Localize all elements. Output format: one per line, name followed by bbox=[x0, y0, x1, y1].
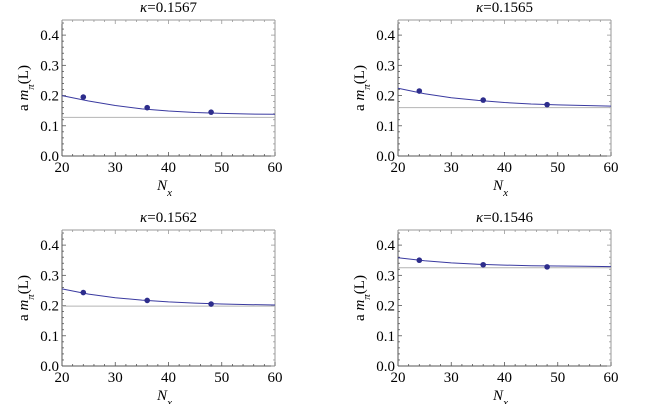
y-tick-label: 0.4 bbox=[40, 28, 59, 44]
y-tick-label: 0.2 bbox=[376, 299, 395, 315]
x-tick-label: 20 bbox=[55, 370, 70, 386]
y-tick-label: 0.3 bbox=[40, 268, 59, 284]
y-tick-label: 0.3 bbox=[376, 268, 395, 284]
x-tick-label: 40 bbox=[161, 160, 176, 176]
data-point bbox=[416, 88, 423, 94]
x-tick-label: 60 bbox=[268, 160, 283, 176]
fit-curve bbox=[397, 257, 612, 268]
y-tick-label: 0.4 bbox=[40, 238, 59, 254]
x-tick-label: 20 bbox=[55, 160, 70, 176]
data-point bbox=[480, 261, 487, 268]
y-tick-label: 0.0 bbox=[376, 359, 395, 375]
y-tick-label: 0.2 bbox=[40, 299, 59, 315]
y-tick-label: 0.1 bbox=[376, 329, 395, 345]
chart-panel-4: 20 30 40 50 60 0.0 0.1 0.2 0.3 0.4 κ=0.1546 Nx a mπ(… bbox=[352, 210, 619, 404]
panel-title: κ=0.1546 bbox=[476, 210, 533, 226]
x-axis-title: Nx bbox=[156, 178, 172, 199]
y-tick-label: 0.0 bbox=[376, 149, 395, 165]
data-point bbox=[80, 289, 87, 296]
x-tick-label: 50 bbox=[214, 160, 229, 176]
x-tick-label: 60 bbox=[604, 370, 619, 386]
data-point bbox=[144, 104, 150, 111]
x-tick-label: 40 bbox=[497, 370, 512, 386]
chart-panel-1: 20 30 40 50 60 0.0 0.1 0.2 0.3 0.4 κ=0.1567 Nx a mπ(… bbox=[16, 0, 283, 199]
x-axis-title: Nx bbox=[492, 178, 508, 199]
panel-title: κ=0.1567 bbox=[140, 0, 197, 16]
y-tick-label: 0.3 bbox=[376, 58, 395, 74]
y-axis-title: a mπ(L) bbox=[16, 65, 37, 111]
fit-curve bbox=[61, 95, 276, 115]
fit-curve bbox=[397, 87, 612, 107]
x-tick-label: 60 bbox=[268, 370, 283, 386]
x-axis-title: Nx bbox=[492, 388, 508, 404]
data-point bbox=[208, 109, 214, 115]
x-tick-label: 40 bbox=[161, 370, 176, 386]
x-tick-label: 30 bbox=[108, 370, 123, 386]
x-axis-title: Nx bbox=[156, 388, 172, 404]
panel-title: κ=0.1565 bbox=[476, 0, 533, 16]
x-tick-label: 50 bbox=[214, 370, 229, 386]
chart-panel-2: 20 30 40 50 60 0.0 0.1 0.2 0.3 0.4 κ=0.1565 Nx a mπ(… bbox=[352, 0, 619, 199]
y-tick-label: 0.1 bbox=[40, 329, 59, 345]
y-tick-label: 0.1 bbox=[40, 119, 59, 135]
y-tick-label: 0.0 bbox=[40, 149, 59, 165]
y-axis-title: a mπ(L) bbox=[352, 65, 373, 111]
x-tick-label: 30 bbox=[108, 160, 123, 176]
y-tick-label: 0.1 bbox=[376, 119, 395, 135]
x-tick-label: 30 bbox=[444, 370, 459, 386]
data-point bbox=[144, 297, 150, 304]
data-point bbox=[480, 97, 487, 103]
x-tick-label: 60 bbox=[604, 160, 619, 176]
chart-panel-3: 20 30 40 50 60 0.0 0.1 0.2 0.3 0.4 κ=0.1562 Nx a mπ(… bbox=[16, 210, 283, 404]
data-point bbox=[208, 301, 214, 307]
x-tick-label: 40 bbox=[497, 160, 512, 176]
y-tick-label: 0.4 bbox=[376, 28, 395, 44]
data-point bbox=[544, 264, 550, 270]
x-tick-label: 50 bbox=[550, 370, 565, 386]
y-tick-label: 0.2 bbox=[376, 89, 395, 105]
x-tick-label: 50 bbox=[550, 160, 565, 176]
data-point bbox=[80, 94, 87, 100]
x-tick-label: 30 bbox=[444, 160, 459, 176]
panel-title: κ=0.1562 bbox=[140, 210, 197, 226]
fit-curve bbox=[61, 288, 276, 306]
y-tick-label: 0.2 bbox=[40, 89, 59, 105]
y-tick-label: 0.3 bbox=[40, 58, 59, 74]
data-point bbox=[416, 257, 423, 264]
x-tick-label: 20 bbox=[391, 370, 406, 386]
x-tick-label: 20 bbox=[391, 160, 406, 176]
y-axis-title: a mπ(L) bbox=[352, 275, 373, 321]
y-tick-label: 0.0 bbox=[40, 359, 59, 375]
y-tick-label: 0.4 bbox=[376, 238, 395, 254]
y-axis-title: a mπ(L) bbox=[16, 275, 37, 321]
data-point bbox=[544, 101, 550, 108]
